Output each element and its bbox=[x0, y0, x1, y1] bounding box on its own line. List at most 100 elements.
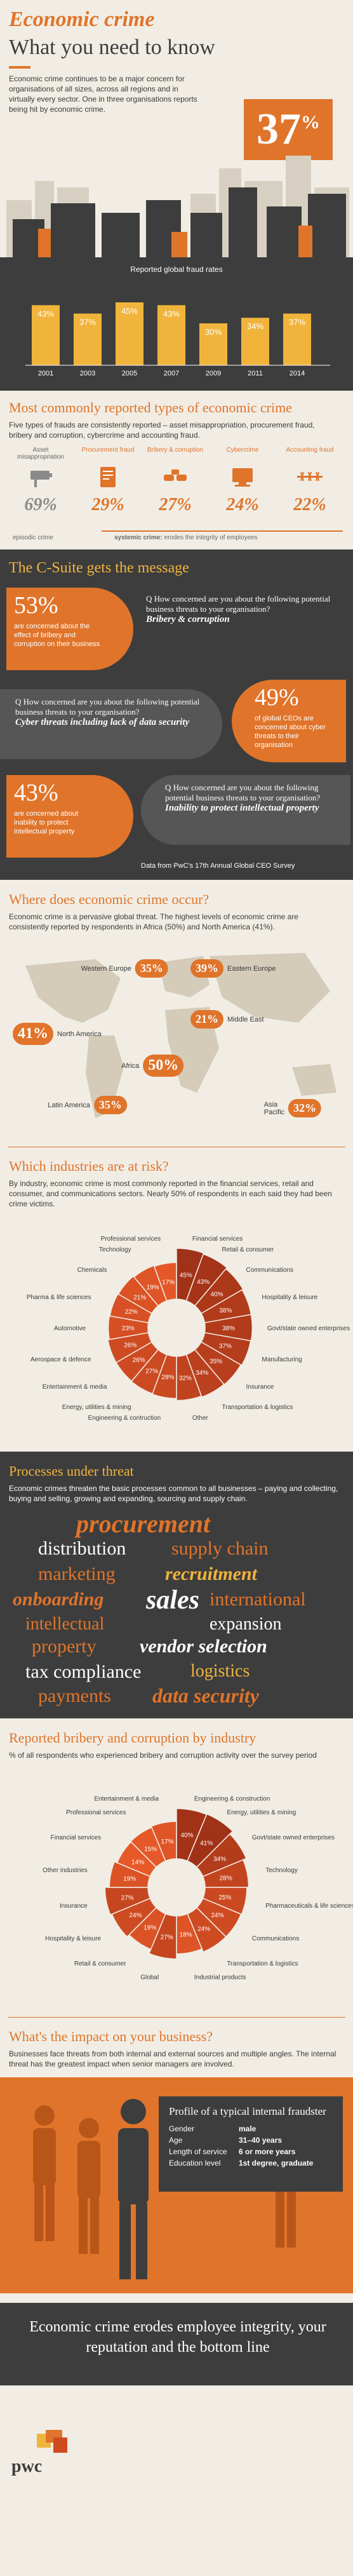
segment-value-label: 26% bbox=[133, 1357, 145, 1364]
profile-value: 6 or more years bbox=[239, 2147, 296, 2156]
segment-value-label: 43% bbox=[197, 1279, 210, 1286]
region-africa: 50% Africa bbox=[121, 1055, 184, 1077]
donut-segment bbox=[148, 1913, 177, 1960]
segment-value-label: 19% bbox=[143, 1925, 156, 1932]
page-title: Economic crime bbox=[9, 8, 155, 31]
donut-segment bbox=[196, 1833, 247, 1877]
segment-category-label: Entertainment & media bbox=[94, 1796, 159, 1803]
segment-value-label: 34% bbox=[196, 1370, 208, 1377]
industries-title: Which industries are at risk? bbox=[9, 1158, 169, 1174]
segment-category-label: Communications bbox=[252, 1935, 299, 1942]
processes-title: Processes under threat bbox=[9, 1463, 134, 1479]
segment-value-label: 17% bbox=[162, 1279, 175, 1286]
x-tick-label: 2014 bbox=[290, 370, 305, 377]
region-name: Eastern Europe bbox=[227, 964, 276, 973]
segment-value-label: 14% bbox=[131, 1859, 144, 1866]
bar-2014 bbox=[283, 313, 311, 365]
process-word: marketing bbox=[38, 1563, 116, 1584]
csuite-pct-text-3: are concerned about inability to protect… bbox=[14, 810, 78, 835]
segment-value-label: 34% bbox=[213, 1856, 226, 1863]
segment-category-label: Transportation & logistics bbox=[222, 1404, 293, 1411]
process-word: logistics bbox=[190, 1661, 250, 1681]
types-title: Most commonly reported types of economic… bbox=[9, 400, 292, 415]
bar-value-label: 34% bbox=[247, 321, 263, 331]
segment-value-label: 26% bbox=[124, 1342, 137, 1349]
processes-section: Processes under threat Economic crimes t… bbox=[0, 1452, 353, 1718]
segment-value-label: 24% bbox=[211, 1912, 223, 1919]
title-rule bbox=[9, 66, 30, 69]
donut-hole bbox=[149, 1300, 204, 1355]
segment-category-label: Energy, utilities & mining bbox=[62, 1404, 131, 1411]
segment-category-label: Technology bbox=[99, 1246, 131, 1253]
bribe-handshake-icon bbox=[143, 464, 207, 495]
segment-value-label: 35% bbox=[210, 1358, 222, 1365]
profile-rows: Gender male Age 31–40 years Length of servic… bbox=[169, 2123, 333, 2169]
region-name: Middle East bbox=[227, 1015, 264, 1023]
profile-title: Profile of a typical internal fraudster bbox=[169, 2105, 326, 2117]
x-tick-label: 2001 bbox=[38, 370, 53, 377]
segment-category-label: Govt/state owned enterprises bbox=[252, 1835, 335, 1842]
bar-value-label: 45% bbox=[121, 306, 138, 316]
crime-type-value: 22% bbox=[293, 495, 326, 515]
csuite-stat-3: 43% are concerned about inability to pro… bbox=[6, 775, 133, 858]
segment-category-label: Aerospace & defence bbox=[30, 1356, 91, 1363]
bribery-donut-chart: 40% Engineering & construction 41% Energy, … bbox=[43, 1796, 353, 1981]
csuite-pct-3: 43% bbox=[14, 779, 58, 806]
region-pct: 32% bbox=[288, 1099, 322, 1117]
segment-value-label: 27% bbox=[121, 1894, 134, 1901]
donut-hole bbox=[149, 1860, 204, 1915]
profile-key: Length of service bbox=[169, 2147, 227, 2156]
x-tick-label: 2005 bbox=[122, 370, 137, 377]
segment-value-label: 23% bbox=[122, 1325, 135, 1332]
csuite-section: The C-Suite gets the message 53% are con… bbox=[0, 550, 353, 880]
profile-value: 1st degree, graduate bbox=[239, 2159, 314, 2168]
segment-category-label: Automotive bbox=[54, 1325, 86, 1332]
legend-systemic: systemic crime: erodes the integrity of … bbox=[114, 534, 258, 541]
segment-value-label: 40% bbox=[180, 1832, 193, 1839]
process-word: expansion bbox=[210, 1614, 282, 1634]
donut-segment bbox=[104, 1887, 151, 1916]
bar-value-label: 43% bbox=[163, 309, 180, 318]
pwc-wordmark: pwc bbox=[11, 2457, 43, 2476]
donut-segment bbox=[150, 1821, 177, 1862]
csuite-question-3: Q How concerned are you about the follow… bbox=[141, 775, 350, 845]
crime-type-label: Bribery & corruption bbox=[147, 447, 204, 454]
processes-word-cloud: procurement distribution supply chain marke… bbox=[0, 1509, 353, 1712]
barbed-wire-icon bbox=[278, 464, 342, 495]
crime-type-label: Cybercrime bbox=[226, 447, 259, 454]
footer-brand-section: pwc bbox=[0, 2385, 353, 2576]
process-word: sales bbox=[146, 1586, 199, 1615]
bar-value-label: 37% bbox=[79, 318, 96, 327]
bar-2007 bbox=[157, 305, 185, 365]
segment-category-label: Industrial products bbox=[194, 1974, 246, 1981]
segment-value-label: 38% bbox=[219, 1307, 232, 1314]
segment-category-label: Other industries bbox=[43, 1867, 88, 1874]
region-name: Western Europe bbox=[81, 964, 131, 973]
big-stat-badge: 37% bbox=[244, 99, 333, 160]
process-word: procurement bbox=[76, 1509, 211, 1538]
region-pct: 41% bbox=[13, 1023, 53, 1045]
region-pills: 41% North America 35% Western Europe 39% East… bbox=[0, 940, 353, 1131]
segment-value-label: 19% bbox=[147, 1284, 159, 1291]
region-pct: 35% bbox=[135, 959, 168, 978]
segment-value-label: 24% bbox=[197, 1925, 210, 1932]
big-stat-value: 37 bbox=[256, 105, 301, 154]
segment-value-label: 22% bbox=[125, 1309, 138, 1316]
segment-value-label: 19% bbox=[123, 1875, 136, 1882]
segment-value-label: 28% bbox=[220, 1875, 232, 1882]
segment-category-label: Engineering & construction bbox=[194, 1796, 270, 1803]
segment-category-label: Chemicals bbox=[77, 1267, 107, 1274]
legend-systemic-label: systemic crime: bbox=[114, 534, 163, 541]
csuite-stat-2: 49% of global CEOs are concerned about c… bbox=[232, 680, 346, 762]
industries-donut-chart: 45% Financial services 43% Retail & consume… bbox=[27, 1236, 350, 1422]
segment-value-label: 24% bbox=[130, 1912, 142, 1919]
header-section: Economic crime What you need to know Eco… bbox=[0, 0, 353, 292]
region-name: Asia Pacific bbox=[263, 1100, 285, 1116]
donut-segment bbox=[202, 1859, 250, 1888]
region-north-america: 41% North America bbox=[13, 1023, 102, 1045]
segment-category-label: Energy, utilities & mining bbox=[227, 1809, 296, 1816]
types-intro: Five types of frauds are consistently re… bbox=[9, 421, 315, 440]
region-latin-america: 35% Latin America bbox=[48, 1096, 127, 1114]
csuite-question-1: Q How concerned are you about the follow… bbox=[146, 594, 336, 625]
where-section: Where does economic crime occur? Economi… bbox=[0, 880, 353, 1147]
